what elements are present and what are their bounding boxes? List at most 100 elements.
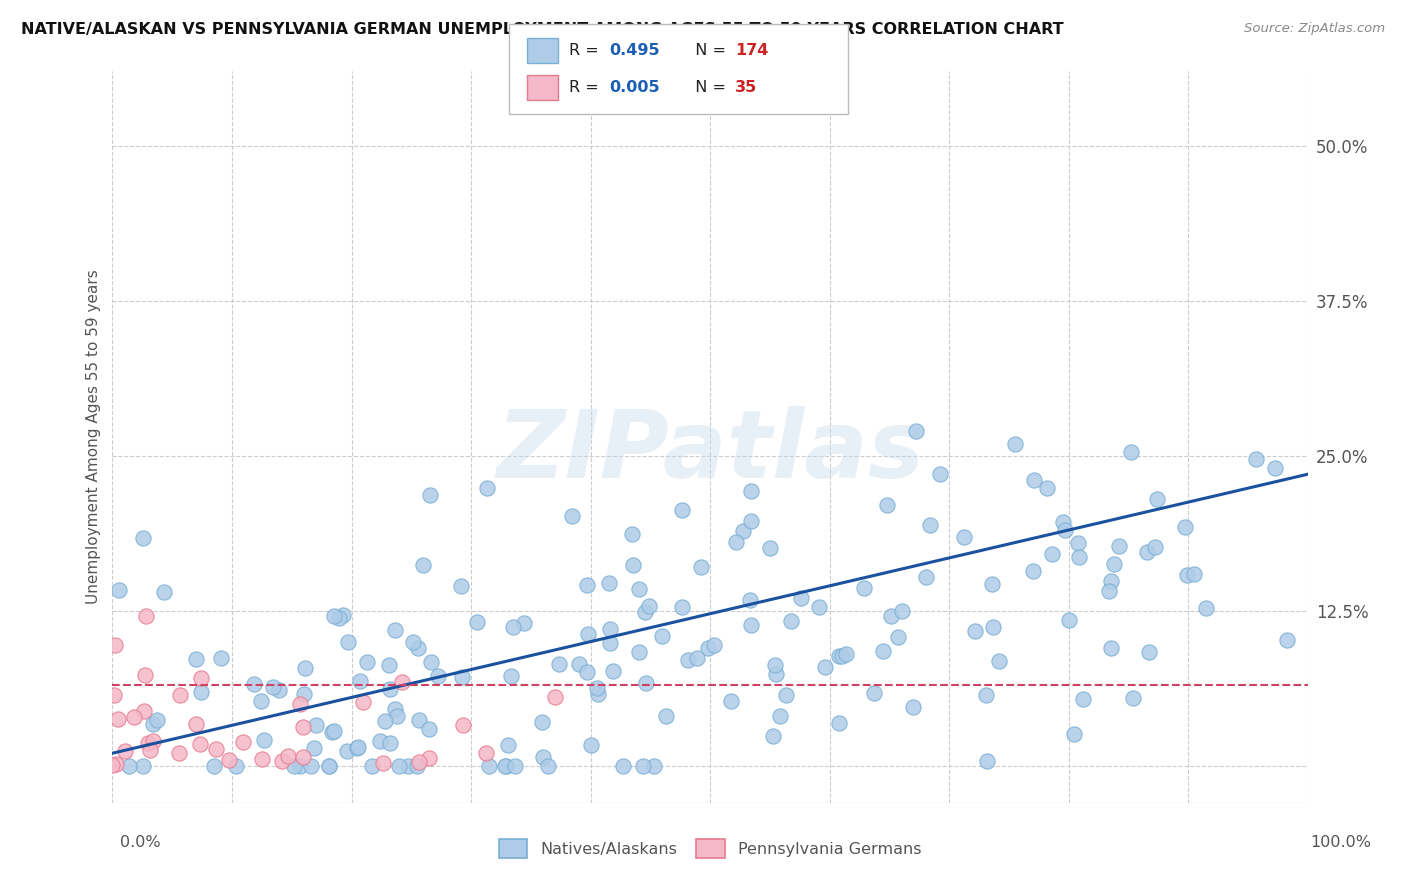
Point bbox=[318, 758, 340, 772]
Point bbox=[790, 591, 813, 605]
Point bbox=[628, 645, 651, 659]
Point bbox=[205, 742, 228, 756]
Point bbox=[503, 758, 526, 772]
Point bbox=[759, 541, 782, 555]
Point bbox=[288, 697, 311, 711]
Point bbox=[1175, 567, 1198, 582]
Point bbox=[780, 615, 803, 629]
Point bbox=[356, 655, 378, 669]
Point bbox=[294, 661, 316, 675]
Point bbox=[671, 599, 693, 614]
Point bbox=[740, 483, 762, 498]
Point bbox=[762, 729, 785, 743]
Point bbox=[1173, 519, 1195, 533]
Legend: Natives/Alaskans, Pennsylvania Germans: Natives/Alaskans, Pennsylvania Germans bbox=[492, 833, 928, 864]
Point bbox=[612, 758, 634, 772]
Text: 100.0%: 100.0% bbox=[1310, 836, 1371, 850]
Point bbox=[108, 582, 131, 597]
Point bbox=[561, 509, 583, 524]
Point bbox=[408, 713, 430, 727]
Point bbox=[530, 715, 553, 730]
Point bbox=[724, 535, 747, 549]
Point bbox=[270, 755, 292, 769]
Point bbox=[1098, 583, 1121, 598]
Point bbox=[548, 657, 571, 671]
Point bbox=[905, 424, 928, 438]
Point bbox=[1040, 547, 1063, 561]
Point bbox=[450, 578, 472, 592]
Point bbox=[578, 627, 600, 641]
Point bbox=[1275, 633, 1298, 648]
Point bbox=[880, 609, 903, 624]
Point bbox=[269, 682, 291, 697]
Point bbox=[981, 620, 1004, 634]
Point bbox=[232, 735, 254, 749]
Point bbox=[929, 467, 952, 482]
Point bbox=[740, 514, 762, 528]
Point bbox=[188, 737, 211, 751]
Point bbox=[225, 758, 247, 772]
Point bbox=[637, 599, 659, 614]
Point bbox=[378, 682, 401, 697]
Point bbox=[1052, 515, 1074, 529]
Point bbox=[288, 758, 311, 772]
Point bbox=[283, 758, 305, 772]
Point bbox=[835, 648, 858, 662]
Text: N =: N = bbox=[685, 43, 731, 58]
Point bbox=[1099, 640, 1122, 655]
Point bbox=[703, 638, 725, 652]
Point bbox=[349, 673, 371, 688]
Point bbox=[378, 736, 401, 750]
Point bbox=[322, 609, 344, 624]
Point bbox=[1104, 557, 1126, 571]
Point bbox=[169, 746, 191, 760]
Point bbox=[828, 716, 851, 731]
Point bbox=[568, 657, 591, 671]
Point bbox=[292, 687, 315, 701]
Point bbox=[621, 526, 644, 541]
Point bbox=[953, 530, 976, 544]
Point bbox=[332, 608, 354, 623]
Point bbox=[477, 481, 499, 495]
Point bbox=[253, 733, 276, 747]
Point bbox=[494, 758, 516, 772]
Point bbox=[384, 702, 406, 716]
Point bbox=[360, 758, 382, 772]
Point bbox=[853, 581, 876, 595]
Point bbox=[586, 687, 609, 701]
Point bbox=[1024, 473, 1046, 487]
Point bbox=[118, 758, 141, 772]
Point bbox=[513, 615, 536, 630]
Point bbox=[1067, 549, 1090, 564]
Point bbox=[132, 531, 155, 545]
Point bbox=[872, 644, 894, 658]
Point bbox=[576, 665, 599, 679]
Point bbox=[142, 717, 165, 731]
Point bbox=[901, 699, 924, 714]
Point bbox=[501, 669, 523, 683]
Point bbox=[337, 635, 360, 649]
Point bbox=[686, 651, 709, 665]
Point bbox=[218, 754, 240, 768]
Point bbox=[186, 717, 208, 731]
Point bbox=[769, 709, 792, 723]
Point bbox=[496, 738, 519, 752]
Point bbox=[396, 758, 419, 772]
Point bbox=[378, 657, 401, 672]
Point bbox=[976, 755, 998, 769]
Point bbox=[690, 560, 713, 574]
Point bbox=[1264, 461, 1286, 475]
Point bbox=[671, 503, 693, 517]
Point bbox=[153, 585, 176, 599]
Point bbox=[406, 758, 429, 772]
Point bbox=[103, 688, 125, 702]
Point bbox=[250, 694, 273, 708]
Y-axis label: Unemployment Among Ages 55 to 59 years: Unemployment Among Ages 55 to 59 years bbox=[86, 269, 101, 605]
Point bbox=[291, 750, 314, 764]
Point bbox=[209, 651, 232, 665]
Point bbox=[114, 744, 136, 758]
Point bbox=[1071, 692, 1094, 706]
Point bbox=[1057, 613, 1080, 627]
Text: 0.005: 0.005 bbox=[609, 80, 659, 95]
Point bbox=[974, 688, 997, 702]
